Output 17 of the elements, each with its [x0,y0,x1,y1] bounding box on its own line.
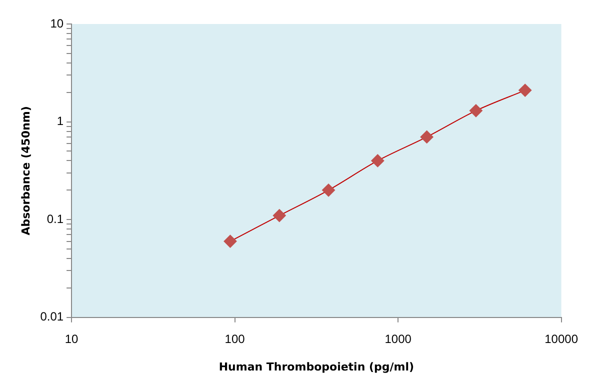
x-tick-label: 10000 [544,332,578,346]
x-tick-label: 1000 [384,332,412,346]
point [518,84,532,97]
point [371,154,384,168]
point [420,130,434,144]
y-tick-label: 0.1 [46,212,64,226]
point [272,209,286,222]
point [224,234,237,248]
y-tick-label: 0.01 [40,310,64,324]
point [322,184,336,197]
x-axis-title: Human Thrombopoietin (pg/ml) [218,360,414,374]
point [469,104,482,118]
y-tick-label: 1 [56,114,64,128]
x-tick-label: 100 [224,332,246,346]
x-tick-label: 10 [64,332,79,346]
y-tick-label: 10 [50,16,64,30]
y-axis-title: Absorbance (450nm) [19,106,32,236]
